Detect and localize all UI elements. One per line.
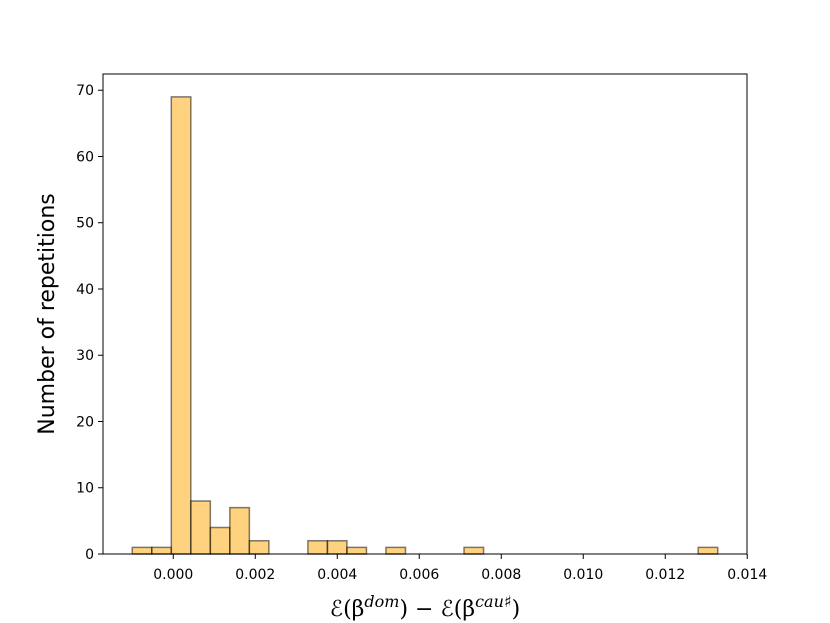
x-label-part: cau♯	[475, 592, 512, 611]
x-label-part: dom	[364, 592, 399, 611]
bar	[209, 526, 231, 555]
y-axis-label: Number of repetitions	[35, 193, 60, 435]
bar	[151, 546, 173, 555]
bar	[131, 546, 153, 555]
x-tick-label: 0.000	[153, 567, 193, 583]
bar	[385, 546, 407, 555]
y-tick-label: 0	[85, 547, 94, 563]
bar	[326, 539, 348, 555]
x-tick-label: 0.008	[481, 567, 521, 583]
x-tick-label: 0.010	[563, 567, 603, 583]
bar	[307, 539, 329, 555]
bar	[463, 546, 485, 555]
x-tick-label: 0.012	[645, 567, 685, 583]
bar	[170, 96, 192, 555]
bar	[229, 506, 251, 555]
plot-frame	[102, 73, 748, 555]
y-tick-label: 30	[76, 348, 94, 364]
x-tick-label: 0.004	[317, 567, 357, 583]
y-tick-label: 50	[76, 216, 94, 232]
y-tick-label: 40	[76, 282, 94, 298]
bar	[190, 500, 212, 555]
y-tick-label: 70	[76, 83, 94, 99]
x-axis-label: ℰ(βdom) − ℰ(βcau♯)	[330, 592, 520, 622]
bar	[248, 539, 270, 555]
bar	[697, 546, 719, 555]
x-label-part: ℰ(β	[330, 597, 365, 622]
x-label-part: )	[512, 597, 521, 622]
y-tick-label: 20	[76, 414, 94, 430]
y-tick-label: 60	[76, 149, 94, 165]
x-tick-label: 0.006	[399, 567, 439, 583]
bar	[346, 546, 368, 555]
x-tick-label: 0.014	[727, 567, 767, 583]
y-tick-label: 10	[76, 481, 94, 497]
x-label-part: ) − ℰ(β	[399, 597, 475, 622]
x-tick-label: 0.002	[235, 567, 275, 583]
